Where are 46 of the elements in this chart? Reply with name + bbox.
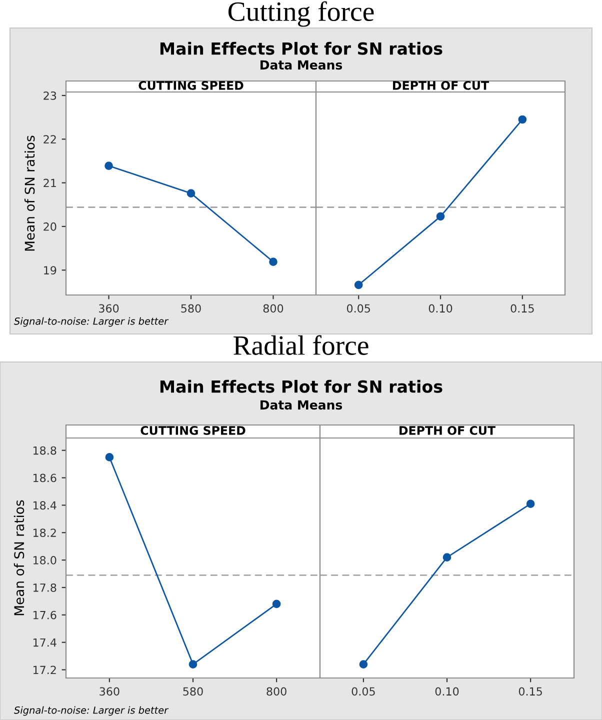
chart-title: CUTTING SPEED [138, 80, 244, 90]
point [186, 189, 196, 198]
y-tick-label: 19 [44, 266, 56, 274]
y-tick-label: 18.0 [33, 556, 56, 564]
y-tick-label: 17.4 [33, 638, 56, 647]
point [272, 600, 281, 608]
point [188, 660, 198, 668]
text: Main Effects Plot for SN ratios [160, 380, 442, 393]
y-tick-label: 18.4 [33, 501, 56, 510]
text: Main Effects Plot for SN ratios [160, 42, 442, 55]
x-tick-label: 0.05 [346, 304, 370, 313]
y-tick-label: 23 [44, 91, 56, 100]
text: Data Means [260, 60, 342, 70]
x-tick-label: 800 [266, 687, 286, 696]
point [104, 162, 113, 170]
y-tick-label: 22 [44, 135, 56, 144]
x-tick-label: 0.10 [428, 304, 452, 313]
x-tick-label: 360 [99, 304, 119, 313]
text: Signal-to-noise: Larger is better [14, 317, 169, 327]
point [269, 258, 278, 266]
text: Cutting force [228, 1, 374, 27]
y-tick-label: 18.6 [33, 474, 56, 482]
y-tick-label: 18.8 [33, 446, 56, 455]
point [105, 453, 114, 462]
y-tick-label: 17.6 [33, 610, 56, 620]
text: Signal-to-noise: Larger is better [14, 706, 169, 716]
y-axis-title: Mean of SN ratios [14, 500, 24, 616]
y-tick-label: 21 [44, 178, 56, 188]
x-tick-label: 580 [183, 687, 203, 696]
y-tick-label: 18.2 [33, 528, 56, 538]
x-tick-label: 0.10 [435, 687, 459, 696]
text: Radial force [234, 335, 368, 355]
y-tick-label: 20 [44, 222, 56, 231]
x-tick-label: 360 [100, 687, 120, 696]
x-tick-label: 0.05 [352, 687, 375, 696]
text: Data Means [260, 400, 342, 410]
x-tick-label: 0.15 [518, 687, 542, 696]
x-tick-label: 580 [181, 304, 201, 313]
y-axis-title: Mean of SN ratios [24, 136, 35, 251]
y-tick-label: 17.2 [33, 666, 56, 674]
chart-title: DEPTH OF CUT [400, 426, 496, 435]
chart-title: CUTTING SPEED [140, 426, 246, 435]
x-tick-label: 800 [263, 304, 284, 313]
chart-title: DEPTH OF CUT [393, 80, 489, 90]
x-tick-label: 0.15 [510, 304, 534, 313]
y-tick-label: 17.8 [33, 583, 56, 592]
